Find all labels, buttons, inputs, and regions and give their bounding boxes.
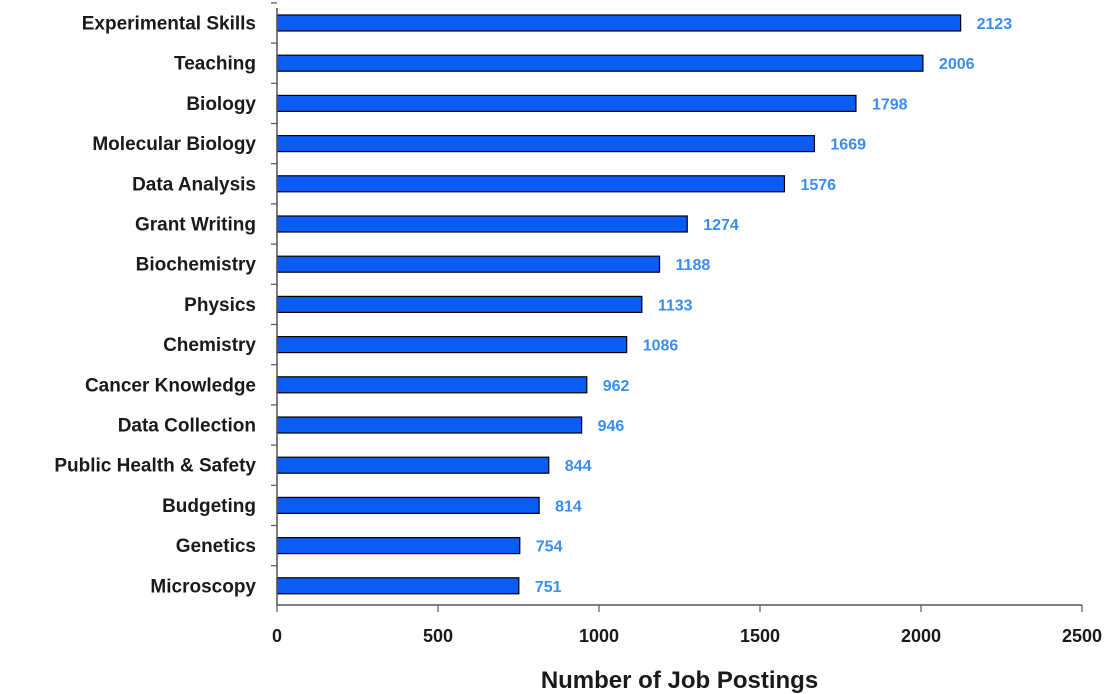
value-label-9: 962	[603, 378, 630, 395]
value-label-14: 751	[535, 579, 562, 596]
bar-0	[276, 14, 962, 32]
value-label-1: 2006	[939, 56, 975, 73]
bars-group	[276, 14, 962, 595]
value-label-10: 946	[598, 418, 625, 435]
value-label-4: 1576	[800, 177, 836, 194]
category-label-9: Cancer Knowledge	[85, 375, 256, 396]
category-label-7: Physics	[184, 295, 256, 316]
x-tick-label-3: 1500	[740, 626, 780, 646]
value-label-3: 1669	[830, 137, 866, 154]
category-label-4: Data Analysis	[132, 174, 256, 195]
x-tick-labels: 0 500 1000 1500 2000 2500	[272, 626, 1102, 646]
value-label-6: 1188	[676, 257, 711, 274]
x-tick-label-4: 2000	[901, 626, 941, 646]
category-label-8: Chemistry	[163, 335, 256, 356]
x-tick-label-2: 1000	[579, 626, 619, 646]
category-label-6: Biochemistry	[136, 255, 257, 276]
category-label-0: Experimental Skills	[82, 14, 256, 35]
bar-5	[276, 215, 688, 233]
value-label-2: 1798	[872, 96, 908, 113]
bar-6	[276, 255, 661, 273]
x-axis-title: Number of Job Postings	[541, 667, 818, 694]
category-label-13: Genetics	[176, 536, 256, 557]
category-label-14: Microscopy	[150, 576, 256, 597]
value-labels: 2123 2006 1798 1669 1576 1274 1188 1133 1086 962 9…	[535, 16, 1012, 596]
x-tick-label-1: 500	[423, 626, 453, 646]
category-label-1: Teaching	[174, 54, 256, 75]
category-label-12: Budgeting	[162, 496, 256, 517]
bar-12	[276, 496, 540, 514]
value-label-8: 1086	[643, 338, 679, 355]
bar-11	[276, 456, 550, 474]
category-label-3: Molecular Biology	[92, 134, 256, 155]
value-label-5: 1274	[703, 217, 739, 234]
bar-13	[276, 536, 521, 555]
value-label-13: 754	[536, 539, 563, 556]
category-label-11: Public Health & Safety	[54, 456, 256, 477]
value-label-0: 2123	[977, 16, 1013, 33]
bar-10	[276, 416, 583, 434]
value-label-11: 844	[565, 458, 592, 475]
bar-9	[276, 376, 588, 394]
value-label-7: 1133	[658, 297, 693, 314]
bar-4	[276, 175, 786, 193]
category-label-2: Biology	[186, 94, 256, 115]
bar-14	[276, 577, 520, 595]
category-labels: Experimental Skills Teaching Biology Molecu…	[54, 14, 256, 598]
category-label-10: Data Collection	[118, 416, 256, 437]
axes-group	[271, 2, 1083, 612]
bar-1	[276, 54, 924, 72]
x-tick-label-5: 2500	[1062, 626, 1102, 646]
x-tick-label-0: 0	[272, 626, 282, 646]
value-label-12: 814	[555, 498, 582, 515]
category-label-5: Grant Writing	[135, 215, 256, 236]
bar-8	[276, 336, 628, 354]
bar-3	[276, 135, 816, 153]
bar-7	[276, 295, 643, 313]
bar-2	[276, 94, 857, 113]
